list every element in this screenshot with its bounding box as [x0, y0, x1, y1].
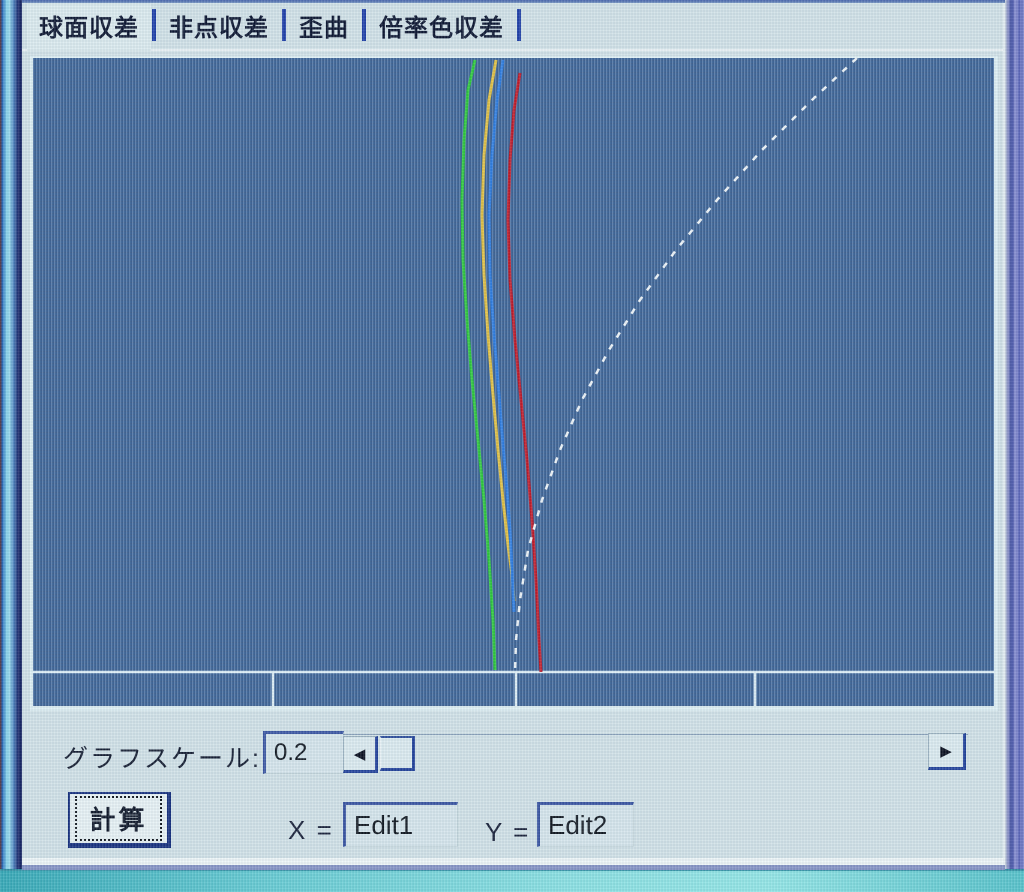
tab-3[interactable]: 倍率色収差: [379, 14, 504, 42]
scale-scrollbar-track[interactable]: [343, 734, 968, 774]
screen-edge-left: [0, 0, 22, 870]
tab-separator: [282, 9, 286, 41]
calculate-button-label: 計算: [75, 796, 162, 841]
graph-scale-input[interactable]: 0.2: [263, 731, 344, 774]
screen-edge-right: [1005, 0, 1024, 880]
green-line: [460, 59, 497, 671]
tab-1[interactable]: 非点収差: [169, 14, 269, 42]
aberration-analysis-window: 球面収差 非点収差 歪曲 倍率色収差 グラフスケール: 0.2 ◀ ▶ 計算 X = …: [22, 3, 1005, 870]
tab-0[interactable]: 球面収差: [27, 3, 151, 51]
graph-scale-label: グラフスケール:: [63, 745, 261, 773]
y-equals-label: Y =: [485, 817, 531, 847]
red-line: [506, 72, 543, 673]
tab-2[interactable]: 歪曲: [299, 14, 349, 42]
plot-frame: [30, 56, 998, 711]
white-dashed-line: [513, 58, 858, 673]
scrollbar-right-arrow-button[interactable]: ▶: [928, 733, 966, 770]
tab-bar: 球面収差 非点収差 歪曲 倍率色収差: [22, 3, 1005, 51]
calculate-button[interactable]: 計算: [68, 792, 171, 848]
x-value-input[interactable]: Edit1: [343, 802, 458, 847]
y-value-input[interactable]: Edit2: [537, 802, 634, 847]
blue-line: [487, 59, 516, 613]
screen-edge-bottom: [0, 869, 1024, 892]
tab-separator: [362, 9, 366, 41]
tab-separator: [152, 9, 156, 41]
screen-edge-top: [0, 0, 1024, 5]
scrollbar-thumb[interactable]: [380, 736, 415, 771]
aberration-plot: [33, 58, 994, 706]
plot-svg: [33, 58, 994, 706]
scrollbar-left-arrow-button[interactable]: ◀: [343, 736, 378, 773]
yellow-line: [480, 59, 516, 602]
tab-separator: [517, 9, 521, 41]
x-equals-label: X =: [288, 815, 334, 845]
